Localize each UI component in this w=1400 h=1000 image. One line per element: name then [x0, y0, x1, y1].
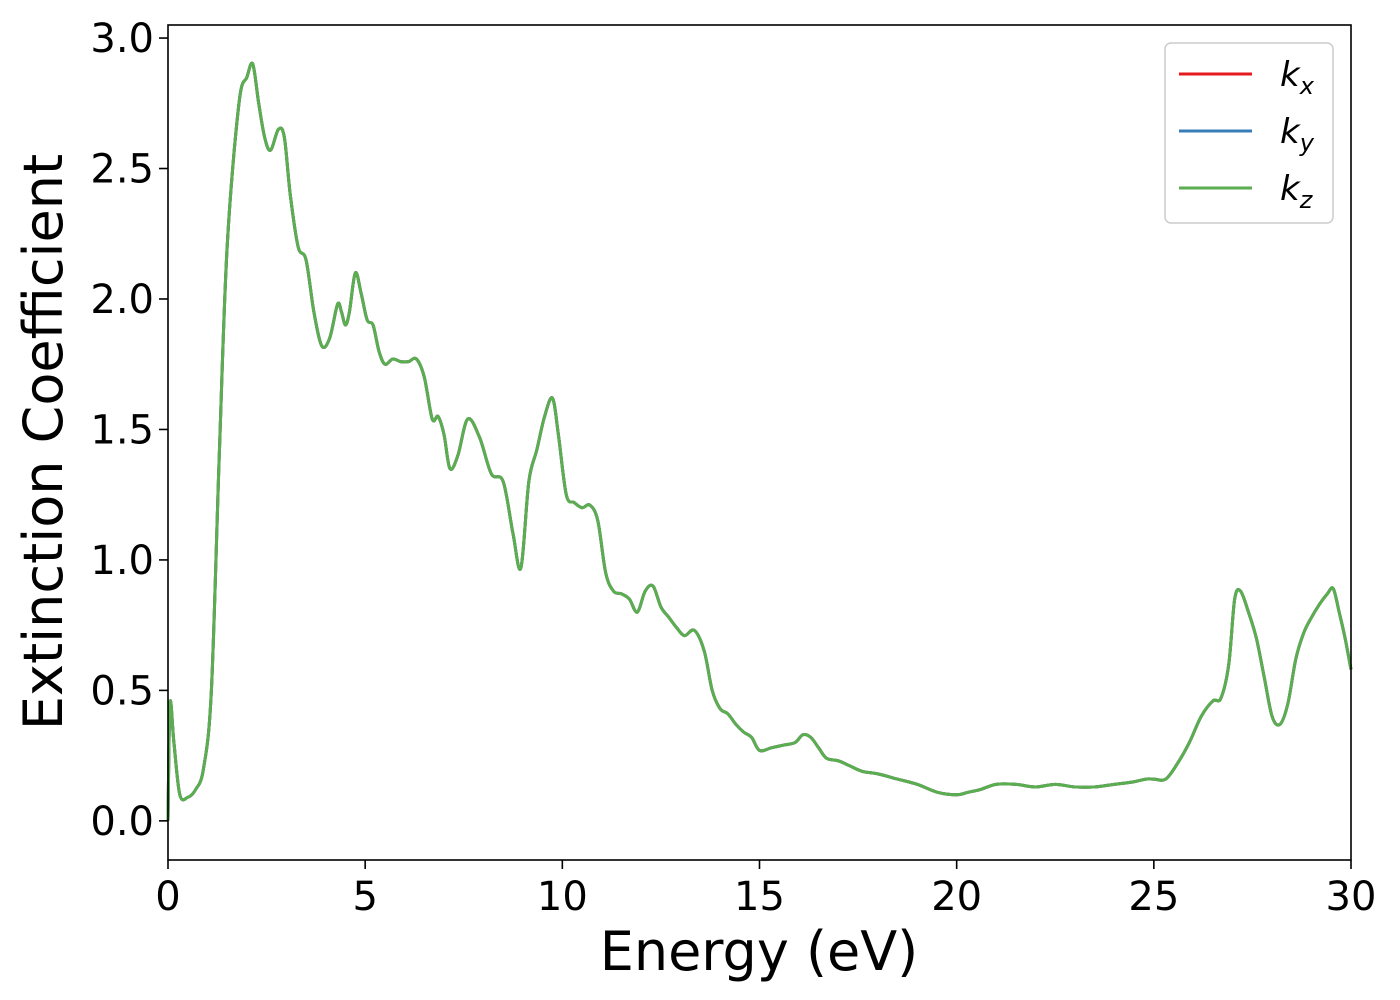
x-tick-label: 0	[155, 874, 180, 920]
legend-items: kx ky kz	[1179, 55, 1315, 214]
y-axis-ticks: 0.0 0.5 1.0 1.5 2.0 2.5 3.0	[90, 16, 168, 845]
y-tick-label: 2.0	[90, 277, 154, 323]
y-tick-label: 1.0	[90, 538, 154, 584]
x-axis-label: Energy (eV)	[600, 920, 919, 983]
y-tick-label: 2.5	[90, 147, 154, 193]
y-tick-label: 0.0	[90, 799, 154, 845]
legend-label-kz: kz	[1280, 169, 1314, 214]
x-tick-label: 30	[1326, 874, 1377, 920]
series-line-kz	[166, 61, 1353, 821]
x-tick-label: 20	[931, 874, 982, 920]
x-axis-ticks: 0 5 10 15 20 25 30	[155, 860, 1376, 920]
x-tick-label: 15	[734, 874, 785, 920]
y-tick-label: 3.0	[90, 16, 154, 62]
legend-label-kx: kx	[1280, 55, 1315, 100]
y-tick-label: 0.5	[90, 668, 154, 714]
x-tick-label: 5	[352, 874, 377, 920]
legend-box	[1164, 42, 1334, 224]
series-layer	[166, 61, 1353, 821]
x-tick-label: 25	[1128, 874, 1179, 920]
y-axis-label: Extinction Coefficient	[12, 154, 75, 730]
legend: kx ky kz	[1164, 42, 1334, 224]
y-tick-label: 1.5	[90, 407, 154, 453]
x-tick-label: 10	[537, 874, 588, 920]
legend-label-ky: ky	[1280, 112, 1315, 157]
